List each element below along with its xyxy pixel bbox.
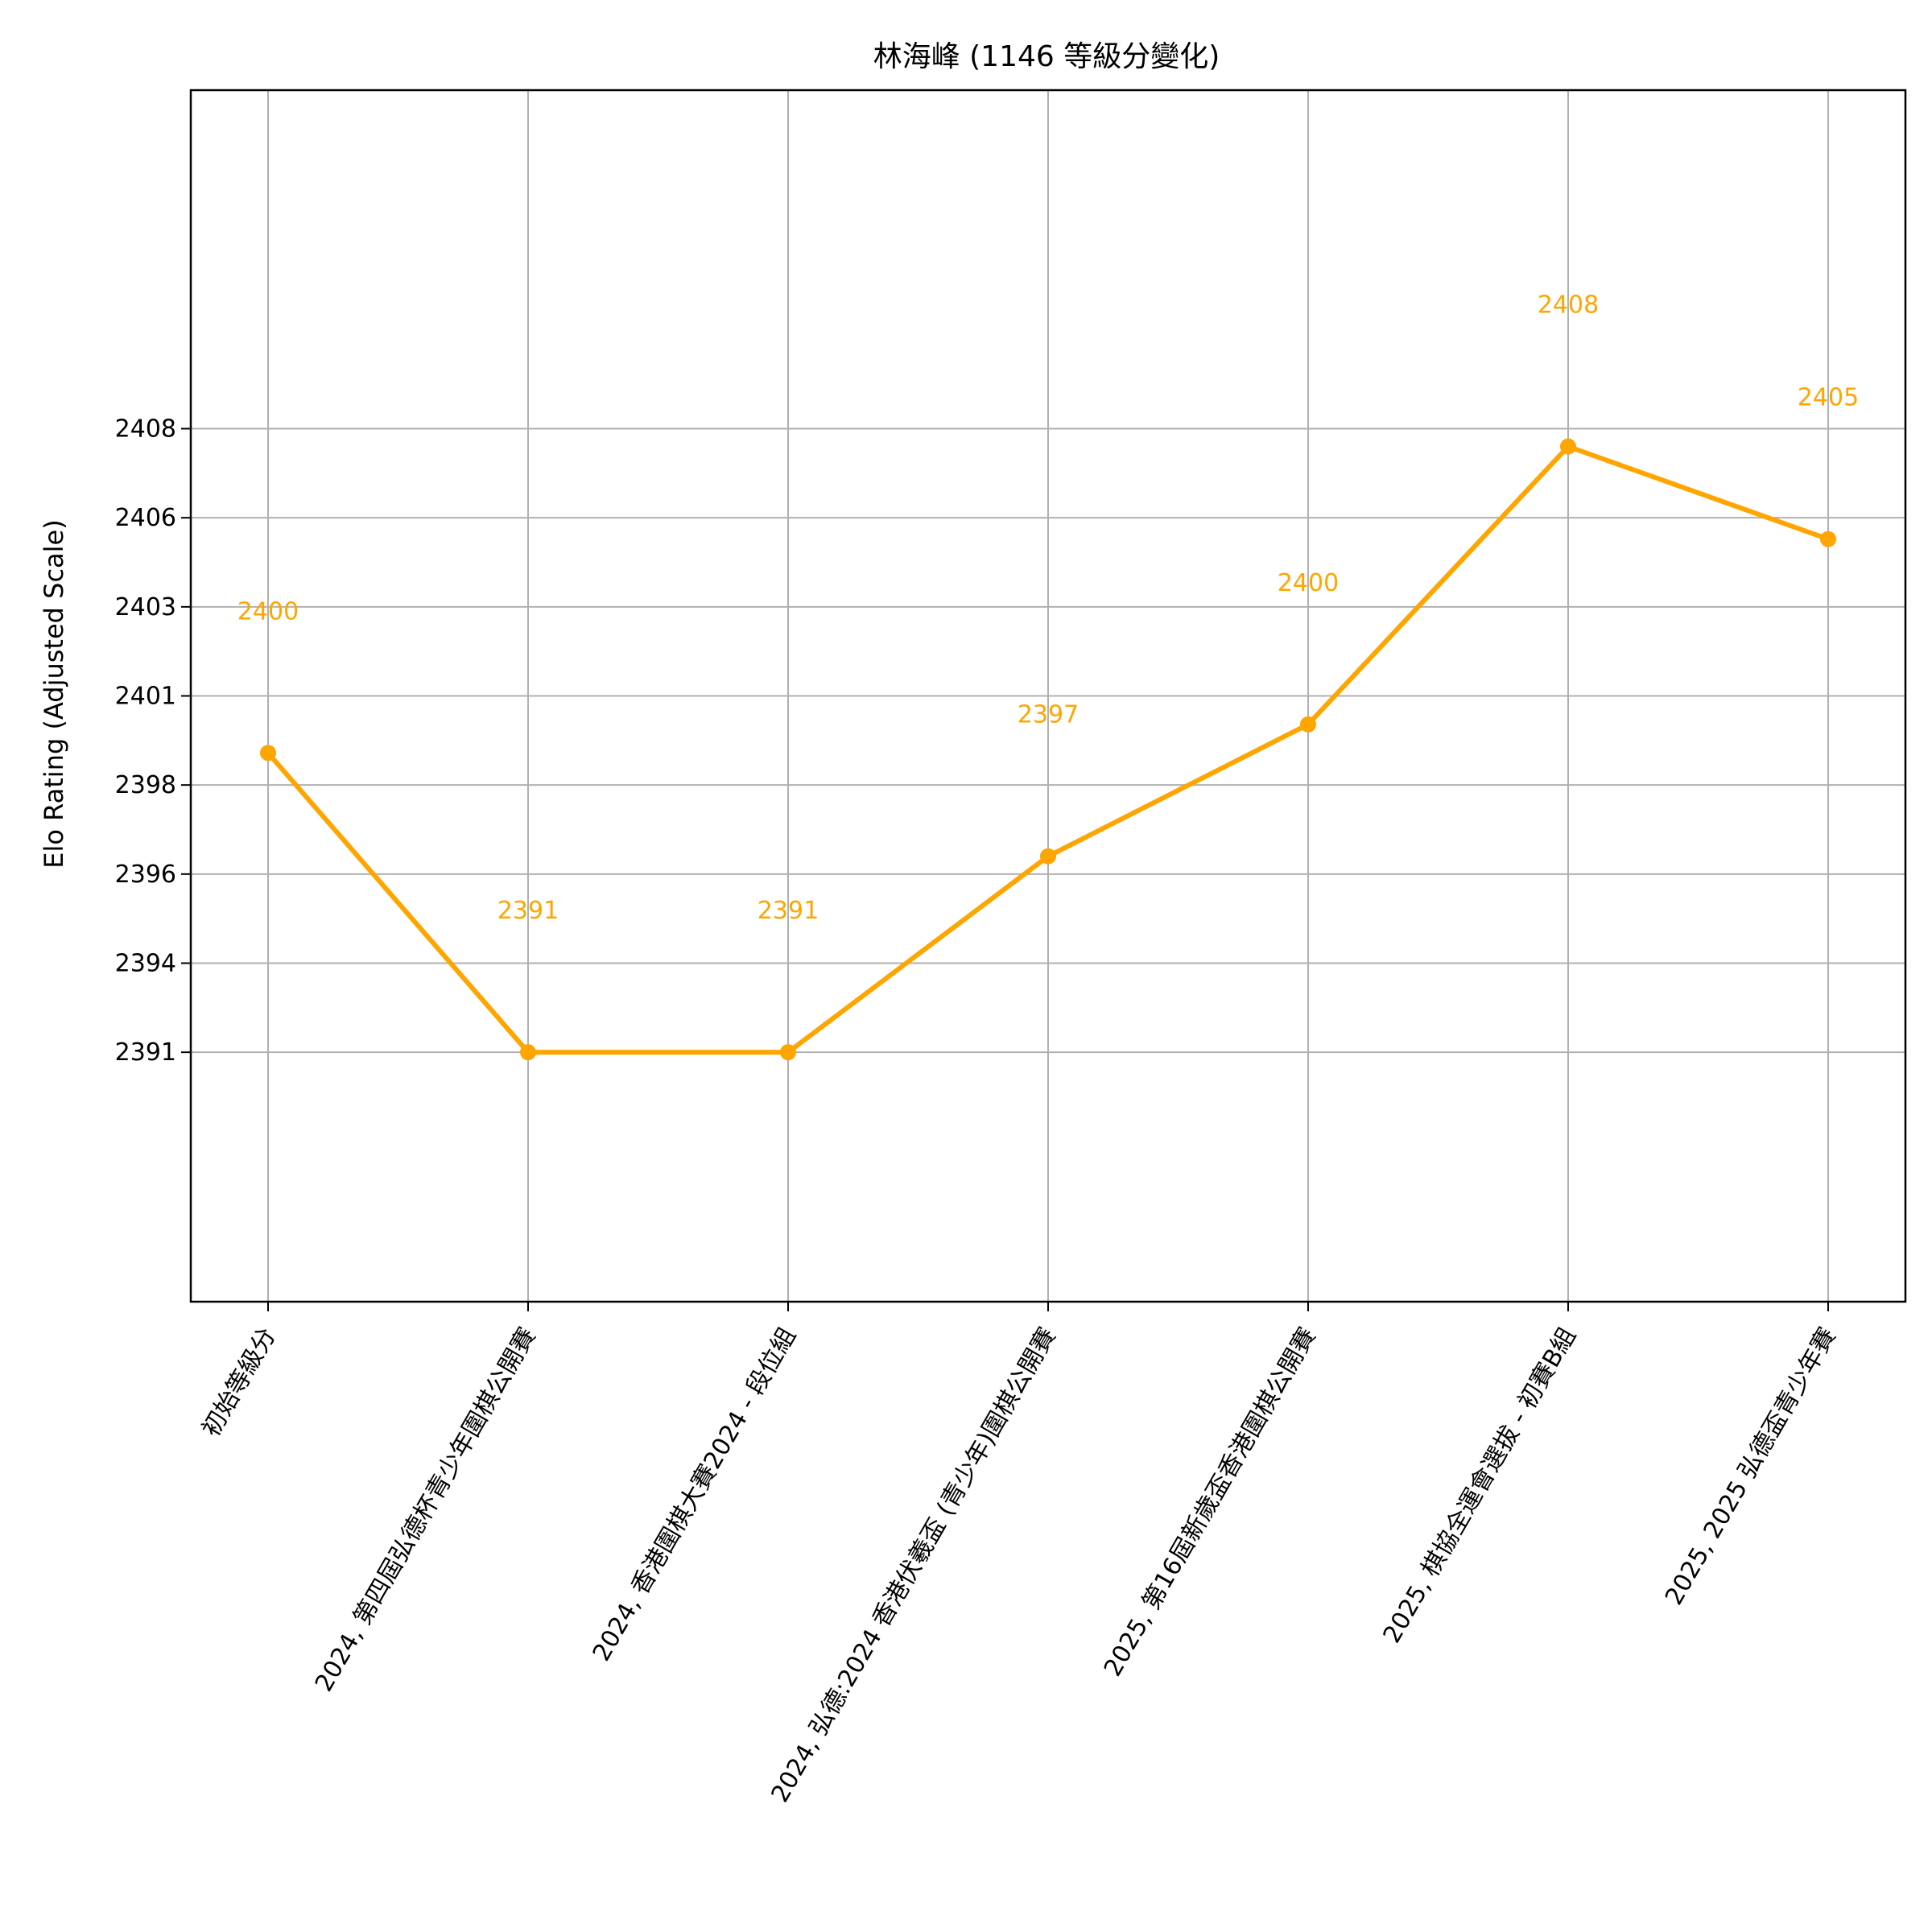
chart-title: 林海峰 (1146 等級分變化) [873,40,1220,73]
data-label: 2405 [1798,384,1859,412]
data-label: 2408 [1538,291,1599,320]
data-point [780,1044,796,1061]
y-tick-label: 2394 [115,949,176,977]
data-point [260,745,276,762]
grid-layer [191,90,1905,1302]
data-point [1820,530,1836,547]
y-tick-label: 2401 [115,683,176,711]
y-tick-label: 2396 [115,861,176,889]
plot-frame [189,89,1907,1303]
y-tick-label: 2398 [115,771,176,799]
y-tick-label: 2403 [115,593,176,621]
series-layer [260,438,1836,1061]
data-label: 2391 [758,897,819,925]
data-point [1560,438,1576,455]
data-label: 2400 [237,597,299,625]
y-tick-label: 2391 [115,1038,176,1067]
data-label: 2400 [1278,569,1339,597]
label-layer: 2400 2391 2391 2397 2400 2408 2405 [237,291,1859,926]
data-point [520,1044,536,1061]
data-point [1040,848,1056,865]
data-label: 2397 [1018,701,1079,729]
y-tick-label: 2406 [115,504,176,532]
data-label: 2391 [497,897,559,925]
y-axis-title: Elo Rating (Adjusted Scale) [39,519,69,868]
y-tick-label: 2408 [115,415,176,444]
data-point [1300,716,1316,733]
